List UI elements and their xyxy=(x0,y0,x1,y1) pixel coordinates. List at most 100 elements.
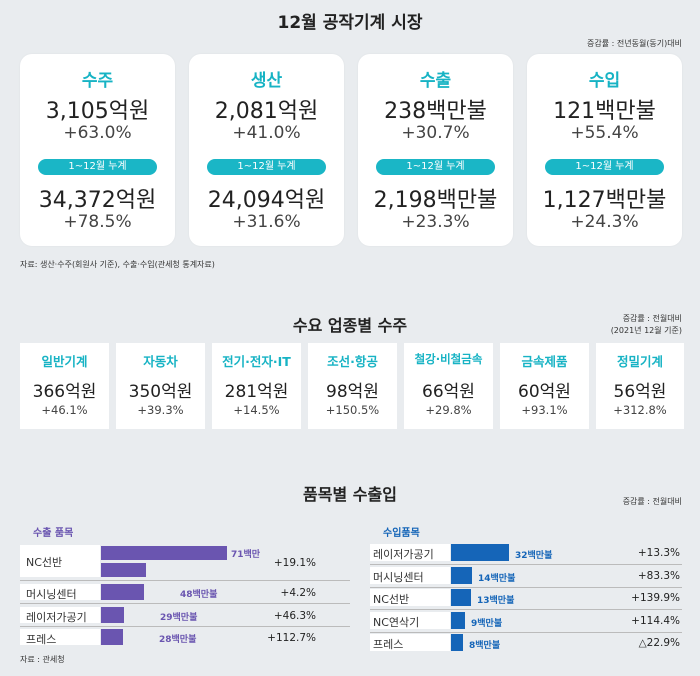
industry-change: +93.1% xyxy=(521,403,568,417)
import-bar xyxy=(451,567,472,584)
import-row-bg xyxy=(370,612,450,629)
card-change: +63.0% xyxy=(63,123,132,143)
cumulative-pill: 1~12월 누계 xyxy=(38,159,157,175)
industry-change: +39.3% xyxy=(137,403,184,417)
export-item: 프레스 xyxy=(26,633,57,646)
industry-heading: 전기·전자·IT xyxy=(222,354,291,369)
industry-value: 281억원 xyxy=(224,382,289,402)
import-bar xyxy=(451,544,509,561)
industry-heading: 철강·비철금속 xyxy=(414,352,483,366)
card-orders: 수주 3,105억원 +63.0% 1~12월 누계 34,372억원 +78.… xyxy=(20,54,175,246)
section3-title: 품목별 수출입 xyxy=(303,485,397,504)
import-value: 8백만불 xyxy=(469,641,501,651)
export-value: 48백만불 xyxy=(180,590,218,600)
industry-change: +29.8% xyxy=(425,403,472,417)
industry-change: +46.1% xyxy=(41,403,88,417)
row-divider xyxy=(370,587,682,588)
import-label: 수입품목 xyxy=(383,528,420,539)
section2-note: 증감률 : 전월대비 xyxy=(622,314,682,323)
row-divider xyxy=(370,632,682,633)
import-change: △22.9% xyxy=(638,637,680,649)
card-heading: 생산 xyxy=(250,71,283,91)
export-item: 레이저가공기 xyxy=(26,611,87,624)
export-value: 28백만불 xyxy=(159,635,197,645)
row-divider xyxy=(370,564,682,565)
card-cum-value: 24,094억원 xyxy=(207,188,326,213)
section1-title: 12월 공작기계 시장 xyxy=(277,13,423,33)
industry-value: 56억원 xyxy=(613,382,667,402)
card-change: +55.4% xyxy=(570,123,639,143)
row-divider xyxy=(20,580,350,581)
section1-note: 증감률 : 전년동월(동기)대비 xyxy=(587,39,682,48)
export-change: +4.2% xyxy=(280,587,316,599)
industry-heading: 조선·항공 xyxy=(327,354,378,369)
industry-precision: 정밀기계 56억원 +312.8% xyxy=(596,343,684,429)
import-change: +114.4% xyxy=(631,615,680,627)
industry-change: +150.5% xyxy=(325,403,380,417)
industry-value: 350억원 xyxy=(128,382,193,402)
import-item: 머시닝센터 xyxy=(373,571,424,584)
card-imports: 수입 121백만불 +55.4% 1~12월 누계 1,127백만불 +24.3… xyxy=(527,54,682,246)
export-row-bg xyxy=(20,629,100,645)
section2-title: 수요 업종별 수주 xyxy=(292,316,408,335)
section3-note: 증감률 : 전월대비 xyxy=(622,497,682,506)
industry-value: 98억원 xyxy=(326,382,379,402)
export-row-bg xyxy=(20,545,100,577)
export-item: NC선반 xyxy=(26,556,63,569)
industry-electronics: 전기·전자·IT 281억원 +14.5% xyxy=(212,343,301,429)
export-row-bg xyxy=(20,584,100,600)
card-cum-value: 2,198백만불 xyxy=(373,188,498,213)
export-row-bg xyxy=(20,607,100,623)
import-value: 13백만불 xyxy=(477,596,515,606)
card-cum-change: +24.3% xyxy=(570,212,639,232)
card-cum-change: +23.3% xyxy=(401,212,470,232)
export-bar xyxy=(101,546,227,560)
section3-source: 자료 : 관세청 xyxy=(20,655,65,664)
card-cum-change: +31.6% xyxy=(232,212,301,232)
row-divider xyxy=(20,603,350,604)
export-change: +112.7% xyxy=(267,632,316,644)
export-item: 머시닝센터 xyxy=(26,588,77,601)
card-change: +41.0% xyxy=(232,123,301,143)
section1-source: 자료: 생산·수주(회원사 기준), 수출·수입(관세청 통계자료) xyxy=(20,260,215,269)
cumulative-pill: 1~12월 누계 xyxy=(545,159,664,175)
industry-value: 366억원 xyxy=(32,382,97,402)
import-value: 14백만불 xyxy=(478,574,516,584)
industry-steel: 철강·비철금속 66억원 +29.8% xyxy=(404,343,493,429)
import-bar xyxy=(451,612,465,629)
export-bar xyxy=(101,629,123,645)
card-value: 2,081억원 xyxy=(214,99,319,124)
export-label: 수출 품목 xyxy=(33,528,74,539)
import-bar xyxy=(451,634,463,651)
import-change: +83.3% xyxy=(637,570,680,582)
industry-shipbuilding: 조선·항공 98억원 +150.5% xyxy=(308,343,397,429)
card-cum-value: 1,127백만불 xyxy=(542,188,667,213)
export-change: +46.3% xyxy=(273,610,316,622)
import-row-bg xyxy=(370,634,450,651)
import-item: 레이저가공기 xyxy=(373,548,434,561)
card-value: 121백만불 xyxy=(553,99,656,124)
card-heading: 수주 xyxy=(81,71,114,91)
card-production: 생산 2,081억원 +41.0% 1~12월 누계 24,094억원 +31.… xyxy=(189,54,344,246)
export-value: 29백만불 xyxy=(160,613,198,623)
section2-note-date: (2021년 12월 기준) xyxy=(610,326,682,335)
export-bar xyxy=(101,584,144,600)
industry-heading: 일반기계 xyxy=(41,354,88,369)
card-value: 238백만불 xyxy=(384,99,487,124)
import-change: +13.3% xyxy=(637,547,680,559)
cumulative-pill: 1~12월 누계 xyxy=(376,159,495,175)
industry-change: +14.5% xyxy=(233,403,280,417)
industry-value: 66억원 xyxy=(422,382,475,402)
import-value: 9백만불 xyxy=(471,619,503,629)
import-bar xyxy=(451,589,471,606)
industry-heading: 정밀기계 xyxy=(616,354,663,369)
export-value: 71백만 xyxy=(231,550,261,560)
import-row-bg xyxy=(370,589,450,606)
industry-metal-products: 금속제품 60억원 +93.1% xyxy=(500,343,589,429)
import-item: 프레스 xyxy=(373,638,404,651)
export-change: +19.1% xyxy=(273,557,316,569)
card-value: 3,105억원 xyxy=(45,99,150,124)
card-heading: 수입 xyxy=(588,71,621,91)
cumulative-pill: 1~12월 누계 xyxy=(207,159,326,175)
card-heading: 수출 xyxy=(419,71,452,91)
